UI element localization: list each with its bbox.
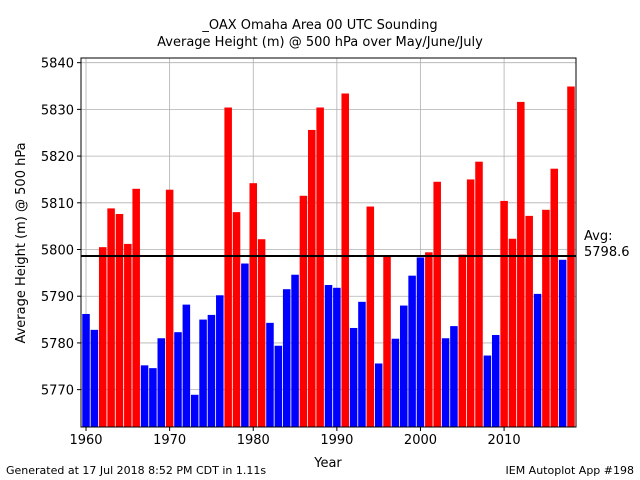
y-tick-label: 5810 [41,197,74,212]
bar-1975 [207,314,216,427]
x-tick-label: 2000 [404,433,437,448]
bar-2003 [441,338,450,427]
bar-1974 [199,319,207,427]
bar-1984 [282,289,291,427]
y-tick-label: 5780 [41,337,74,352]
bar-1985 [291,274,299,427]
bar-2008 [483,355,492,427]
bar-2017 [558,259,567,427]
chart-title: _OAX Omaha Area 00 UTC Sounding [201,18,437,33]
bar-1990 [333,287,341,427]
bar-1971 [174,332,182,427]
bar-1969 [157,338,166,427]
bar-1964 [115,214,124,427]
bar-1965 [124,243,132,427]
bar-1962 [98,247,107,427]
bar-1980 [249,183,258,427]
bar-1981 [257,239,266,427]
y-ticks: 5770 5780 5790 5800 5810 5820 5830 5840 [41,57,81,399]
y-tick-label: 5800 [41,244,74,259]
average-label-line: Avg: [584,229,612,244]
bar-1970 [165,189,174,427]
y-axis-label: Average Height (m) @ 500 hPa [14,142,29,343]
x-axis-label: Year [313,456,342,471]
bar-1994 [366,206,375,427]
bar-1983 [274,345,283,427]
bar-1973 [190,394,199,427]
bar-2001 [425,252,433,427]
bar-1987 [308,129,316,427]
bar-2007 [475,161,483,427]
bar-1996 [383,256,391,427]
bar-1986 [299,195,308,427]
bar-1997 [391,338,400,427]
bar-2013 [525,215,533,427]
bar-2005 [458,254,467,427]
bar-1979 [241,263,249,427]
x-ticks: 1960 1970 1980 1990 2000 2010 [69,427,521,448]
bar-2000 [416,257,425,427]
y-tick-label: 5820 [41,150,74,165]
bar-1989 [324,285,333,427]
bar-1993 [358,301,366,427]
bar-2004 [450,326,458,427]
x-tick-label: 2010 [488,433,521,448]
x-tick-label: 1970 [153,433,186,448]
bar-2009 [491,334,500,427]
bar-1988 [316,107,324,428]
bar-2011 [508,238,517,427]
footer-app-label: IEM Autoplot App #198 [505,464,635,477]
bar-1976 [216,295,224,427]
bar-1977 [224,107,232,428]
bar-2006 [466,179,475,427]
bar-1999 [408,275,416,427]
bar-2015 [542,209,550,427]
bar-2016 [550,168,559,427]
bar-2002 [433,181,441,427]
bar-1992 [349,327,358,427]
bar-1963 [107,208,115,427]
y-tick-label: 5790 [41,290,74,305]
bar-2014 [533,293,542,427]
bar-1968 [149,368,157,427]
bar-1978 [232,212,241,427]
bar-1967 [140,365,149,427]
x-tick-label: 1960 [69,433,102,448]
bar-1995 [374,363,383,427]
bar-1961 [90,329,99,427]
x-tick-label: 1990 [320,433,353,448]
bar-2010 [500,200,508,427]
x-tick-label: 1980 [237,433,270,448]
y-tick-label: 5830 [41,103,74,118]
y-tick-label: 5770 [41,384,74,399]
bar-1972 [182,304,191,427]
bar-1960 [82,313,90,427]
plot-frame [80,57,577,428]
footer-generated-text: Generated at 17 Jul 2018 8:52 PM CDT in … [6,464,267,477]
y-tick-label: 5840 [41,57,74,72]
bar-1982 [266,322,274,427]
chart-subtitle: Average Height (m) @ 500 hPa over May/Ju… [157,35,483,50]
bar-2012 [517,101,525,428]
bar-1998 [399,305,408,427]
average-line-group: Avg:5798.6 [81,229,630,260]
average-label-line: 5798.6 [584,245,630,260]
bar-1966 [132,188,140,427]
bar-1991 [341,93,349,428]
